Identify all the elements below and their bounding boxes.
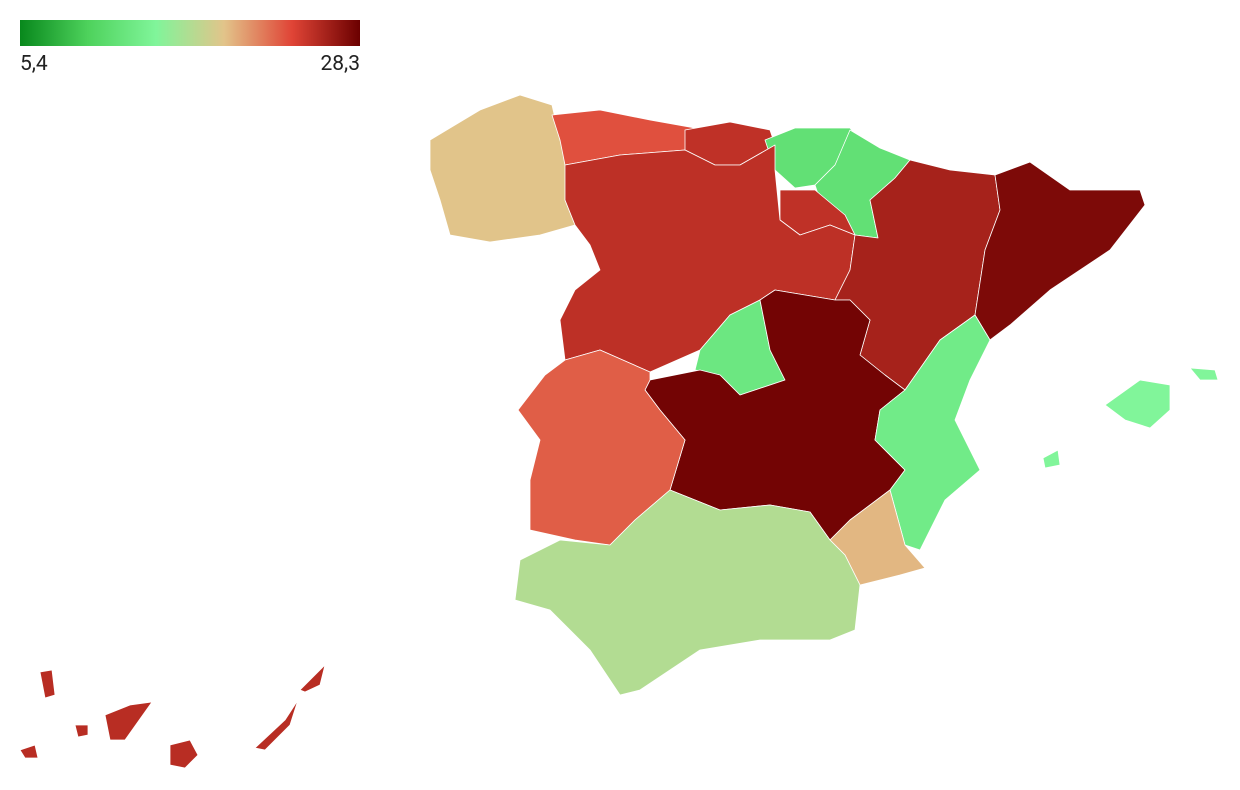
region xyxy=(974,161,1146,341)
legend-tick-label: 28,3 xyxy=(320,52,360,76)
region xyxy=(874,314,991,551)
region xyxy=(514,489,861,696)
region xyxy=(19,664,326,769)
legend-tick-label: 5,4 xyxy=(20,52,48,76)
color-bar xyxy=(20,20,360,46)
region xyxy=(1042,367,1219,469)
regions xyxy=(19,94,1219,769)
